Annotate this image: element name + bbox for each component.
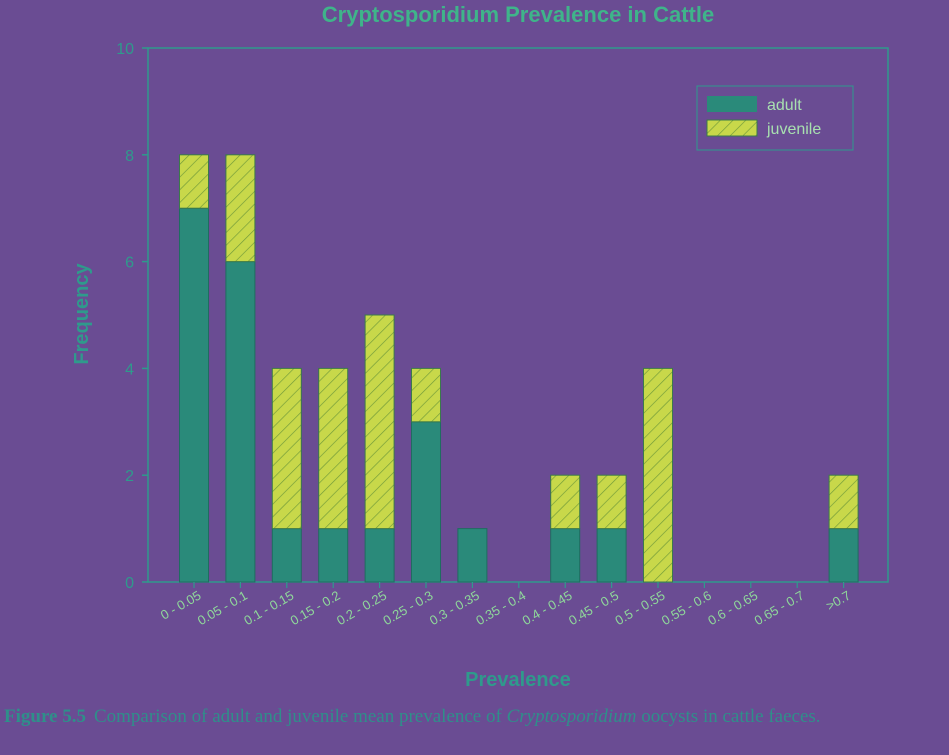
x-tick-label: 0.6 - 0.65 <box>705 588 760 628</box>
caption-italic: Cryptosporidium <box>506 706 637 727</box>
bar-juvenile <box>364 314 395 530</box>
bar-adult <box>364 528 395 583</box>
bar-juvenile <box>411 367 441 423</box>
bar-adult <box>225 261 256 583</box>
x-tick-label: 0.35 - 0.4 <box>473 588 528 628</box>
legend-box <box>696 85 854 151</box>
bar-adult <box>411 421 441 583</box>
bar-juvenile <box>318 367 349 530</box>
legend-swatch-juvenile <box>706 119 758 137</box>
x-tick-label: 0.65 - 0.7 <box>752 588 807 628</box>
legend-label-adult: adult <box>767 97 802 114</box>
x-tick-label: 0.45 - 0.5 <box>566 588 621 628</box>
legend-swatch-adult <box>707 96 757 112</box>
bar-juvenile <box>271 367 302 530</box>
x-tick-label: 0.4 - 0.45 <box>520 588 575 628</box>
chart: Cryptosporidium Prevalence in Cattle 0 2 4… <box>71 2 889 691</box>
bar-adult <box>318 528 349 583</box>
y-tick-label: 10 <box>116 41 134 58</box>
bar-adult <box>457 528 488 583</box>
x-tick-label: 0.1 - 0.15 <box>241 588 296 628</box>
y-tick-label: 2 <box>125 468 134 485</box>
bar-adult <box>828 528 859 583</box>
bar-juvenile <box>828 474 859 530</box>
x-tick-label: 0.3 - 0.35 <box>427 588 482 628</box>
y-axis-label: Frequency <box>71 263 93 365</box>
x-tick-label: >0.7 <box>823 588 853 614</box>
x-tick-label: 0.55 - 0.6 <box>659 588 714 628</box>
bar-juvenile <box>550 474 581 530</box>
bar-adult <box>271 528 302 583</box>
x-axis-label: Prevalence <box>465 669 571 691</box>
y-tick-label: 4 <box>125 361 134 378</box>
figure-caption: Figure 5.5 Comparison of adult and juveni… <box>4 706 945 728</box>
x-tick-label: 0.25 - 0.3 <box>380 588 435 628</box>
caption-text-1: Comparison of adult and juvenile mean pr… <box>93 706 507 727</box>
bar-adult <box>550 528 581 583</box>
bar-juvenile <box>179 154 209 209</box>
bar-adult <box>179 207 209 583</box>
chart-title: Cryptosporidium Prevalence in Cattle <box>322 2 714 27</box>
bar-juvenile <box>596 474 627 530</box>
bar-juvenile <box>643 367 673 583</box>
x-tick-label: 0.05 - 0.1 <box>195 588 250 628</box>
x-tick-label: 0.5 - 0.55 <box>612 588 667 628</box>
bar-adult <box>596 528 627 583</box>
x-tick-label: 0.15 - 0.2 <box>288 588 343 628</box>
y-tick-label: 8 <box>125 148 134 165</box>
caption-text-2: oocysts in cattle faeces. <box>636 706 821 727</box>
y-tick-label: 6 <box>125 255 134 272</box>
x-tick-label: 0.2 - 0.25 <box>334 588 389 628</box>
legend-label-juvenile: juvenile <box>766 121 821 138</box>
y-tick-label: 0 <box>125 575 134 592</box>
bar-juvenile <box>225 154 256 263</box>
figure-label: Figure 5.5 <box>4 706 86 727</box>
plot-frame <box>147 47 889 583</box>
